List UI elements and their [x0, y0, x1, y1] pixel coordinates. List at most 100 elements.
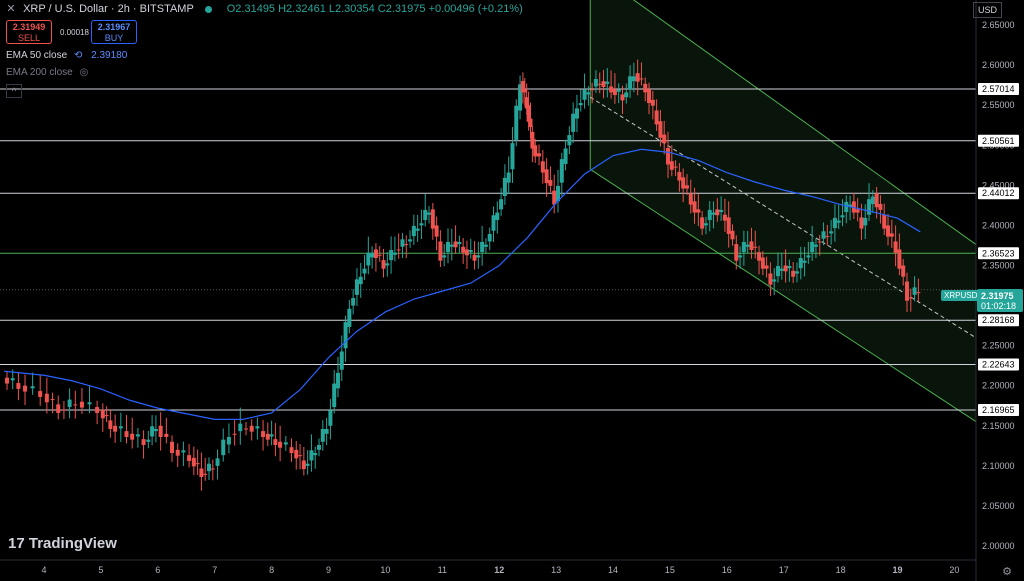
candle-body	[806, 255, 811, 258]
candle-body	[232, 433, 237, 435]
currency-selector[interactable]: USD	[972, 2, 1002, 18]
candle-body	[104, 415, 109, 417]
candle-body	[753, 246, 758, 248]
candle-body	[449, 244, 454, 247]
candle-body	[23, 385, 28, 392]
candle-body	[100, 409, 105, 419]
ema200-legend[interactable]: EMA 200 close ◎	[6, 67, 88, 78]
candle-body	[187, 455, 192, 462]
candle-body	[457, 241, 462, 245]
gear-icon[interactable]: ⚙	[1002, 566, 1012, 578]
candle-body	[320, 428, 325, 442]
candle-body	[181, 450, 186, 453]
candle-body	[358, 276, 363, 285]
candle-body	[309, 450, 314, 461]
candle-body	[528, 118, 533, 128]
candle-body	[730, 230, 735, 240]
candle-body	[16, 383, 21, 389]
candle-body	[582, 89, 587, 100]
candle-body	[768, 273, 773, 285]
candle-body	[283, 442, 288, 445]
candle-body	[150, 426, 155, 437]
y-tick-label: 2.35000	[982, 260, 1015, 270]
sell-price: 2.31949	[12, 22, 46, 32]
level-badge	[978, 83, 1019, 96]
candle-body	[612, 89, 617, 96]
symbol-title[interactable]: XRP / U.S. Dollar · 2h · BITSTAMP	[23, 3, 194, 15]
x-tick-label: 10	[380, 565, 390, 575]
candle-body	[859, 217, 864, 229]
candle-body	[658, 121, 663, 138]
candle-body	[696, 209, 701, 213]
tradingview-logo: 17 TradingView	[8, 535, 117, 552]
candle-body	[524, 97, 529, 109]
candle-body	[415, 228, 420, 231]
level-badge-label: 2.22643	[982, 360, 1015, 370]
channel-mid-dashed	[589, 96, 989, 347]
candle-body	[207, 463, 212, 472]
candle-body	[366, 252, 371, 266]
candle-body	[867, 199, 872, 215]
level-badge	[978, 134, 1019, 147]
ema50-legend[interactable]: EMA 50 close ⟲ 2.39180	[6, 50, 127, 61]
candle-body	[389, 249, 394, 261]
candle-body	[491, 215, 496, 231]
logo-text: TradingView	[28, 535, 117, 552]
candle-body	[559, 159, 564, 183]
candle-body	[734, 244, 739, 261]
buy-button[interactable]: 2.31967 BUY	[91, 20, 137, 44]
candle-body	[757, 252, 762, 261]
x-tick-label: 20	[949, 565, 959, 575]
candle-body	[67, 399, 72, 408]
candle-body	[411, 225, 416, 237]
sell-button[interactable]: 2.31949 SELL	[6, 20, 52, 44]
candle-body	[265, 433, 270, 440]
candle-body	[707, 209, 712, 221]
candle-body	[170, 441, 175, 454]
candle-body	[597, 83, 602, 85]
hidden-eye-icon[interactable]: ◎	[79, 67, 89, 78]
candle-body	[351, 298, 356, 306]
candle-body	[601, 81, 606, 88]
candle-body	[738, 255, 743, 258]
x-tick-label: 17	[779, 565, 789, 575]
candle-body	[760, 257, 765, 269]
candle-body	[889, 233, 894, 237]
candle-body	[563, 148, 568, 164]
candle-body	[624, 92, 629, 98]
candle-body	[44, 393, 49, 403]
candle-body	[715, 209, 720, 216]
settings-icon[interactable]: ⟲	[73, 50, 83, 61]
x-tick-label: 18	[836, 565, 846, 575]
candle-body	[195, 463, 200, 465]
x-tick-label: 8	[269, 565, 274, 575]
candle-body	[677, 171, 682, 181]
candle-body	[722, 214, 727, 221]
candle-body	[317, 445, 322, 450]
x-tick-label: 14	[608, 565, 618, 575]
candle-body	[502, 177, 507, 197]
collapse-legend-icon[interactable]: ^	[6, 84, 22, 98]
level-badge-label: 2.57014	[982, 84, 1015, 94]
tradingview-logo-icon: 17	[8, 535, 25, 552]
candle-body	[772, 279, 777, 282]
candle-body	[124, 431, 129, 437]
candle-body	[56, 404, 61, 413]
candle-body	[787, 266, 792, 269]
channel-fill	[590, 0, 989, 430]
candle-body	[464, 249, 469, 256]
candle-body	[305, 463, 310, 466]
candle-body	[662, 134, 667, 144]
close-icon[interactable]: ✕	[6, 3, 16, 15]
candle-body	[328, 410, 333, 426]
candle-body	[273, 439, 278, 446]
candle-body	[537, 153, 542, 157]
candle-body	[175, 449, 180, 456]
candle-body	[404, 244, 409, 246]
candle-body	[628, 76, 633, 90]
candle-body	[514, 105, 519, 140]
level-badge	[978, 404, 1019, 417]
candle-body	[520, 81, 525, 93]
market-status-icon	[204, 5, 212, 13]
